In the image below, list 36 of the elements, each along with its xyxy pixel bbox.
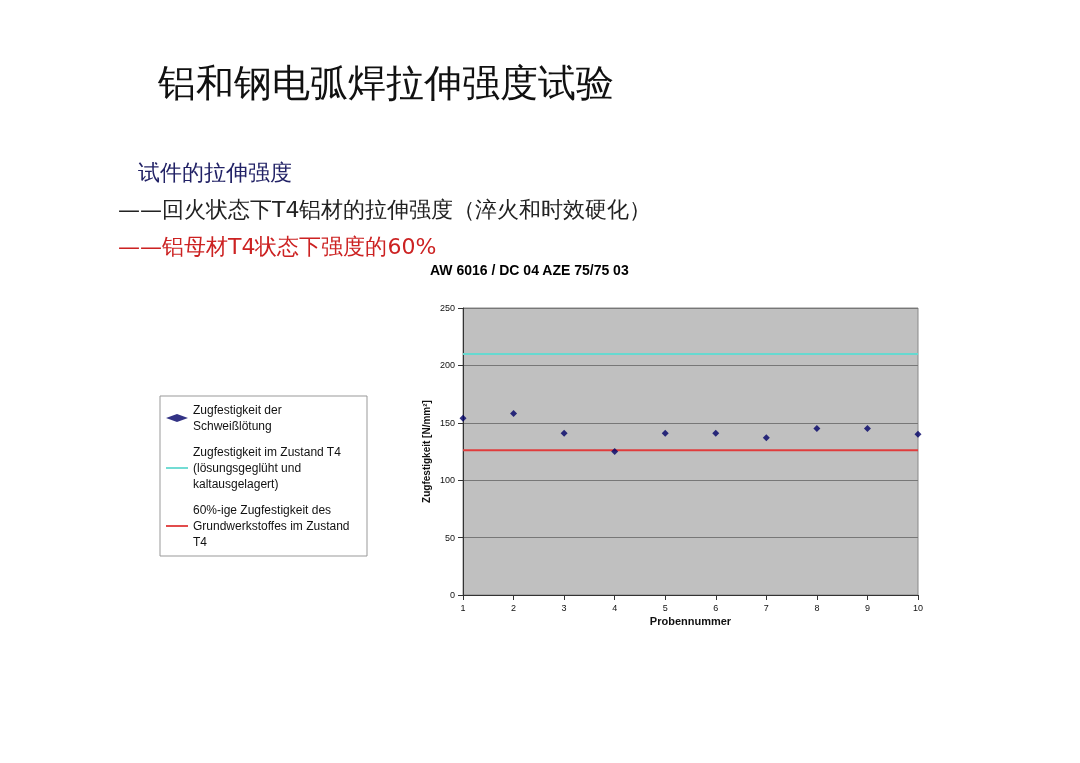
y-tick-label: 50 bbox=[444, 532, 455, 543]
text: 试件的拉伸强度 bbox=[138, 159, 292, 187]
x-tick-label: 1 bbox=[460, 602, 466, 613]
point bbox=[813, 425, 821, 433]
y-tick-label: 100 bbox=[439, 475, 455, 486]
point bbox=[661, 429, 669, 437]
y-tick-label: 0 bbox=[449, 590, 455, 600]
point bbox=[863, 425, 871, 433]
legend-label: Zugfestigkeit der Schweißlötung bbox=[193, 403, 286, 433]
point bbox=[459, 414, 467, 422]
x-tick-label: 7 bbox=[763, 602, 769, 613]
x-tick-label: 2 bbox=[511, 602, 517, 613]
y-axis-title: Zugfestigkeit [N/mm²] bbox=[420, 400, 432, 503]
x-tick-label: 6 bbox=[713, 602, 719, 613]
chart-subtitle: AW 6016 / DC 04 AZE 75/75 03 bbox=[430, 262, 629, 278]
x-tick-label: 5 bbox=[662, 602, 668, 613]
chart-title: 铝和钢电弧焊拉伸强度试验 bbox=[158, 60, 614, 107]
point bbox=[510, 410, 518, 418]
y-tick-label: 250 bbox=[439, 303, 455, 313]
text: ——铝母材T4状态下强度的60% bbox=[118, 233, 437, 261]
x-axis-title: Probennummer bbox=[649, 614, 732, 627]
x-tick-label: 10 bbox=[912, 602, 924, 613]
x-tick-label: 3 bbox=[561, 602, 567, 613]
point bbox=[611, 448, 619, 455]
point bbox=[560, 429, 568, 437]
point bbox=[914, 430, 922, 438]
x-tick-label: 4 bbox=[612, 602, 618, 613]
text: ——回火状态下T4铝材的拉伸强度（淬火和时效硬化） bbox=[118, 196, 652, 224]
y-tick-label: 200 bbox=[439, 360, 455, 371]
legend-label: 60%-ige Zugfestigkeit des Grundwerkstoffes im Zustand T4 bbox=[193, 503, 353, 549]
point bbox=[712, 429, 720, 437]
legend-label: Zugfestigkeit im Zustand T4 (lösungsgeglüht und kaltausgelagert) bbox=[193, 445, 345, 491]
x-tick-label: 9 bbox=[864, 602, 870, 613]
point bbox=[762, 434, 770, 442]
x-tick-label: 8 bbox=[814, 602, 820, 613]
y-tick-label: 150 bbox=[439, 417, 455, 428]
